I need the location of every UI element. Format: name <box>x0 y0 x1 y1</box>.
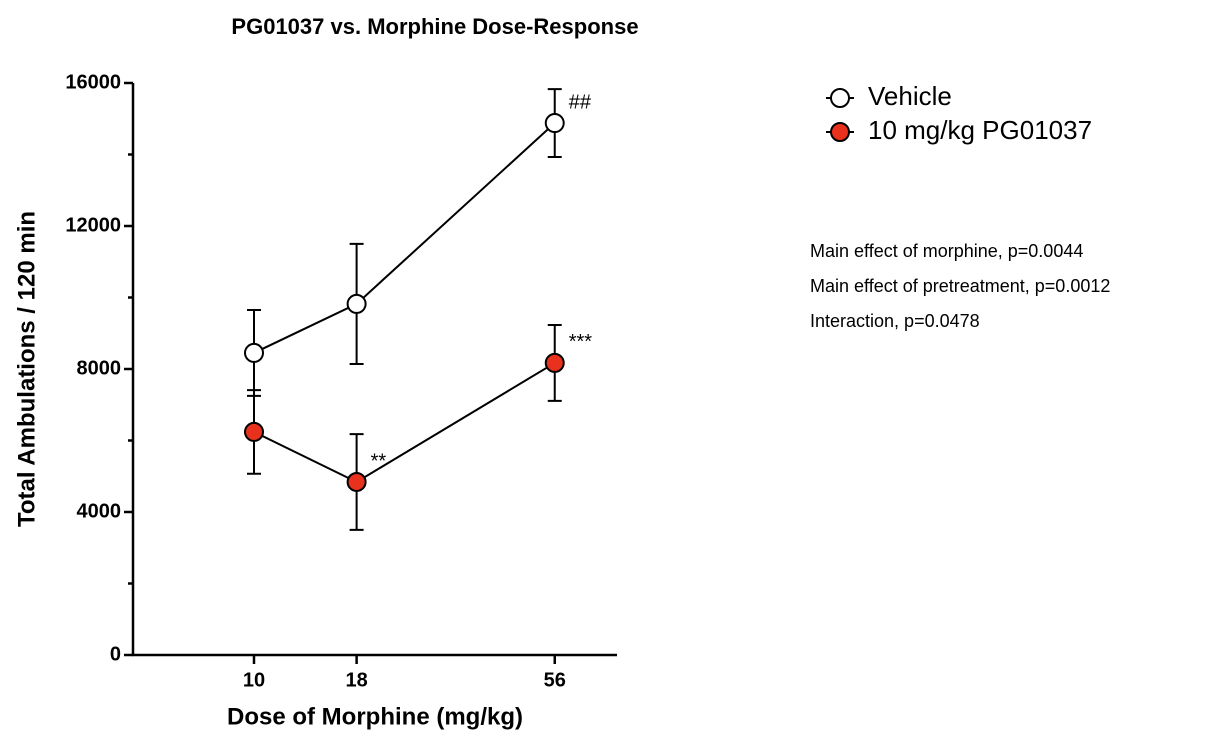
x-tick-label: 10 <box>243 669 265 691</box>
legend-label: 10 mg/kg PG01037 <box>868 115 1092 145</box>
stats-note: Main effect of morphine, p=0.0044 <box>810 241 1083 261</box>
x-tick-label: 56 <box>544 669 566 691</box>
x-axis-label: Dose of Morphine (mg/kg) <box>227 703 523 730</box>
chart-title: PG01037 vs. Morphine Dose-Response <box>231 14 638 39</box>
series-line <box>253 362 556 484</box>
point-label: *** <box>569 331 593 353</box>
stats-note: Interaction, p=0.0478 <box>810 311 980 331</box>
legend-marker <box>830 88 850 108</box>
legend-label: Vehicle <box>868 81 952 111</box>
data-point <box>244 421 264 442</box>
series-line <box>253 122 556 354</box>
y-axis-label: Total Ambulations / 120 min <box>13 211 40 527</box>
y-tick-label: 4000 <box>77 500 122 522</box>
y-tick-label: 12000 <box>65 214 121 236</box>
legend-marker <box>830 122 850 142</box>
data-point <box>544 352 565 373</box>
point-label: ## <box>569 91 592 113</box>
stats-note: Main effect of pretreatment, p=0.0012 <box>810 276 1110 296</box>
data-point <box>244 342 264 363</box>
y-tick-label: 0 <box>110 643 121 665</box>
data-point <box>346 293 367 314</box>
x-tick-label: 18 <box>345 669 367 691</box>
y-tick-label: 16000 <box>65 71 121 93</box>
data-point <box>544 113 565 134</box>
data-point <box>346 471 367 492</box>
y-tick-label: 8000 <box>77 357 122 379</box>
point-label: ** <box>371 450 387 472</box>
